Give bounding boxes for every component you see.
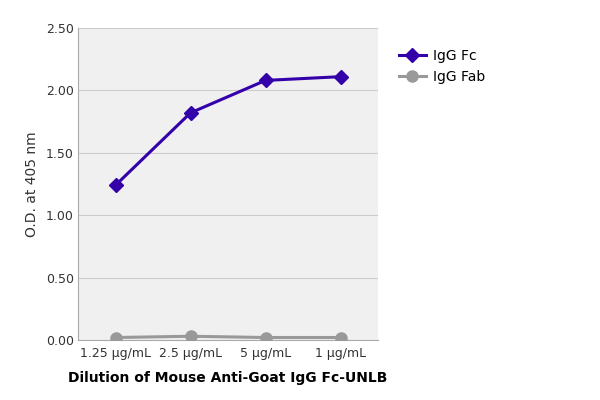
Line: IgG Fab: IgG Fab bbox=[110, 331, 346, 343]
IgG Fab bbox=[187, 334, 194, 339]
IgG Fab bbox=[112, 335, 119, 340]
Line: IgG Fc: IgG Fc bbox=[110, 72, 346, 190]
IgG Fc bbox=[187, 110, 194, 115]
IgG Fc bbox=[262, 78, 269, 83]
IgG Fab bbox=[337, 335, 344, 340]
IgG Fc bbox=[337, 74, 344, 79]
IgG Fab bbox=[262, 335, 269, 340]
Y-axis label: O.D. at 405 nm: O.D. at 405 nm bbox=[25, 131, 39, 237]
Legend: IgG Fc, IgG Fab: IgG Fc, IgG Fab bbox=[393, 44, 491, 90]
X-axis label: Dilution of Mouse Anti-Goat IgG Fc-UNLB: Dilution of Mouse Anti-Goat IgG Fc-UNLB bbox=[68, 371, 388, 385]
IgG Fc bbox=[112, 183, 119, 188]
